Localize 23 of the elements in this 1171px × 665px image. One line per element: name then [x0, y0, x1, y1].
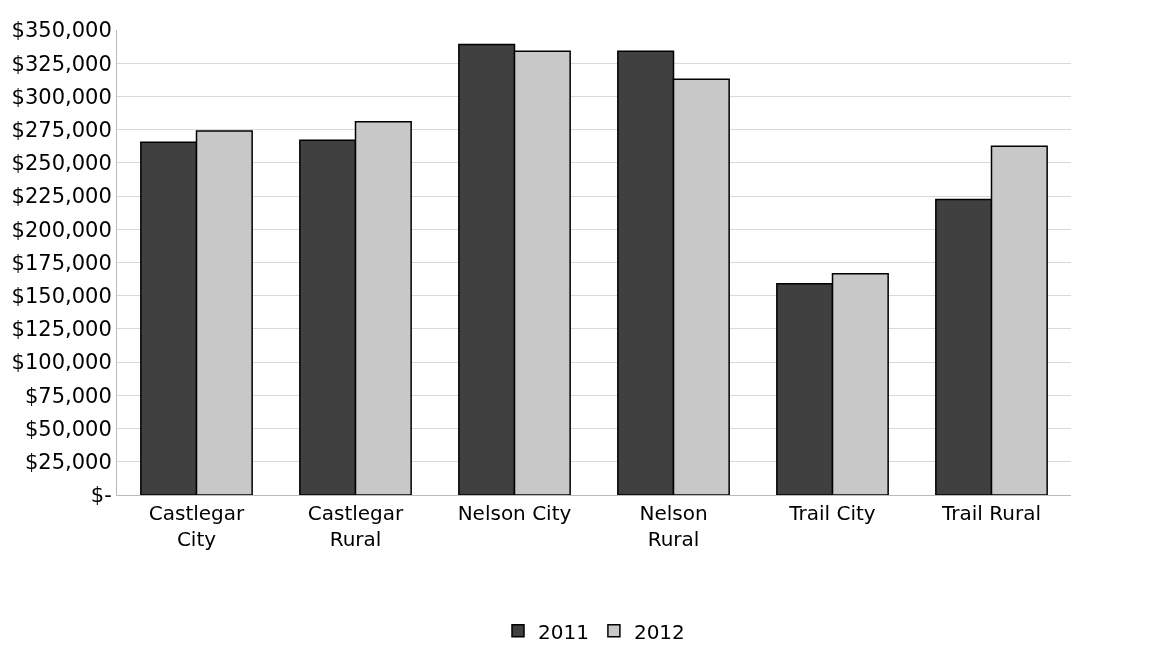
y-tick-label: $125,000 [11, 317, 112, 342]
legend-label: 2011 [538, 619, 589, 644]
y-tick-label: $50,000 [24, 416, 112, 441]
y-tick-label: $275,000 [11, 117, 112, 142]
x-tick-label: Castlegar Rural [307, 501, 405, 551]
y-tick-label: $300,000 [11, 84, 112, 109]
y-tick-label: $25,000 [24, 450, 112, 475]
y-tick-label: $175,000 [11, 250, 112, 275]
y-tick-label: $225,000 [11, 184, 112, 209]
x-tick-label: Trail Rural [941, 501, 1041, 525]
legend-label: 2012 [633, 619, 685, 644]
y-tick-label: $250,000 [11, 151, 112, 176]
y-tick-label: $75,000 [24, 383, 112, 408]
x-tick-label: Nelson Rural [639, 501, 708, 551]
y-tick-label: $325,000 [11, 51, 112, 76]
x-tick-label: Nelson City [457, 501, 572, 525]
x-tick-label: Castlegar City [148, 501, 246, 551]
y-tick-label: $- [90, 483, 112, 508]
y-tick-label: $150,000 [11, 284, 112, 309]
y-tick-label: $200,000 [11, 217, 112, 242]
y-tick-label: $100,000 [11, 350, 112, 375]
x-tick-label: Trail City [788, 501, 876, 525]
y-tick-label: $350,000 [11, 18, 112, 43]
